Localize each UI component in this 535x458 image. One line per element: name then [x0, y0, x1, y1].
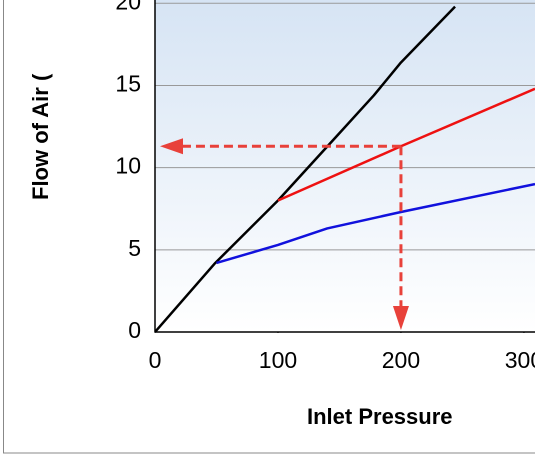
plot-lines: [155, 5, 535, 332]
x-tick-label: 100: [259, 347, 297, 373]
x-axis-label: Inlet Pressure: [307, 404, 453, 429]
frame: [3, 0, 535, 454]
y-tick-label: 0: [128, 317, 141, 343]
y-axis-label: Flow of Air (: [28, 73, 53, 200]
data-line: [155, 5, 456, 332]
y-tick-label: 10: [115, 153, 141, 179]
plot-area: [155, 0, 535, 332]
reference-arrowhead: [392, 306, 409, 330]
y-tick-label: 20: [115, 0, 141, 14]
data-line: [216, 182, 535, 265]
x-tick-label: 300: [505, 347, 535, 373]
reference-arrowhead: [160, 138, 183, 155]
y-tick-label: 15: [115, 71, 141, 97]
x-tick-label: 200: [382, 347, 420, 373]
y-tick-label: 5: [128, 235, 141, 261]
x-tick-label: 0: [149, 347, 162, 373]
data-line: [277, 87, 535, 202]
